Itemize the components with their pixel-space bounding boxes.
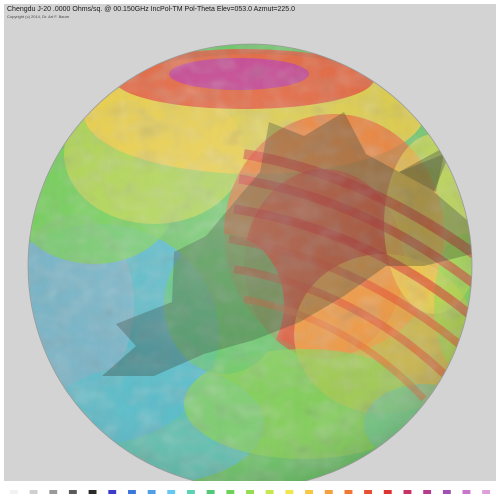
color-palette-strip	[9, 490, 491, 494]
palette-swatch	[423, 490, 432, 494]
sphere-outline	[27, 43, 473, 481]
rcs-sphere-graphic	[27, 43, 473, 481]
palette-swatch	[364, 490, 372, 494]
palette-swatch	[9, 490, 18, 494]
palette-swatch	[383, 490, 392, 494]
palette-swatch	[68, 490, 77, 494]
copyright-notice: Copyright (c) 2014, Dr. Art F. Baum	[7, 14, 70, 19]
palette-swatch	[108, 490, 117, 494]
palette-swatch	[442, 490, 451, 494]
palette-swatch	[462, 490, 471, 494]
palette-swatch	[49, 490, 58, 494]
palette-swatch	[29, 490, 38, 494]
palette-swatch	[206, 490, 215, 494]
sphere-surface	[28, 44, 472, 481]
render-panel: Chengdu J-20 .0000 Ohms/sq. @ 00.150GHz …	[4, 4, 496, 481]
figure-title: Chengdu J-20 .0000 Ohms/sq. @ 00.150GHz …	[7, 6, 296, 13]
palette-swatch	[187, 490, 195, 494]
palette-swatch	[265, 490, 274, 494]
palette-swatch	[246, 490, 254, 494]
palette-swatch	[226, 490, 235, 494]
palette-swatch	[324, 490, 333, 494]
palette-swatch	[147, 490, 156, 494]
palette-swatch	[305, 490, 313, 494]
palette-swatch	[482, 490, 491, 494]
palette-swatch	[128, 490, 136, 494]
palette-swatch	[285, 490, 294, 494]
palette-swatch	[344, 490, 353, 494]
palette-swatch	[167, 490, 176, 494]
palette-swatch	[88, 490, 97, 494]
palette-swatch	[403, 490, 412, 494]
